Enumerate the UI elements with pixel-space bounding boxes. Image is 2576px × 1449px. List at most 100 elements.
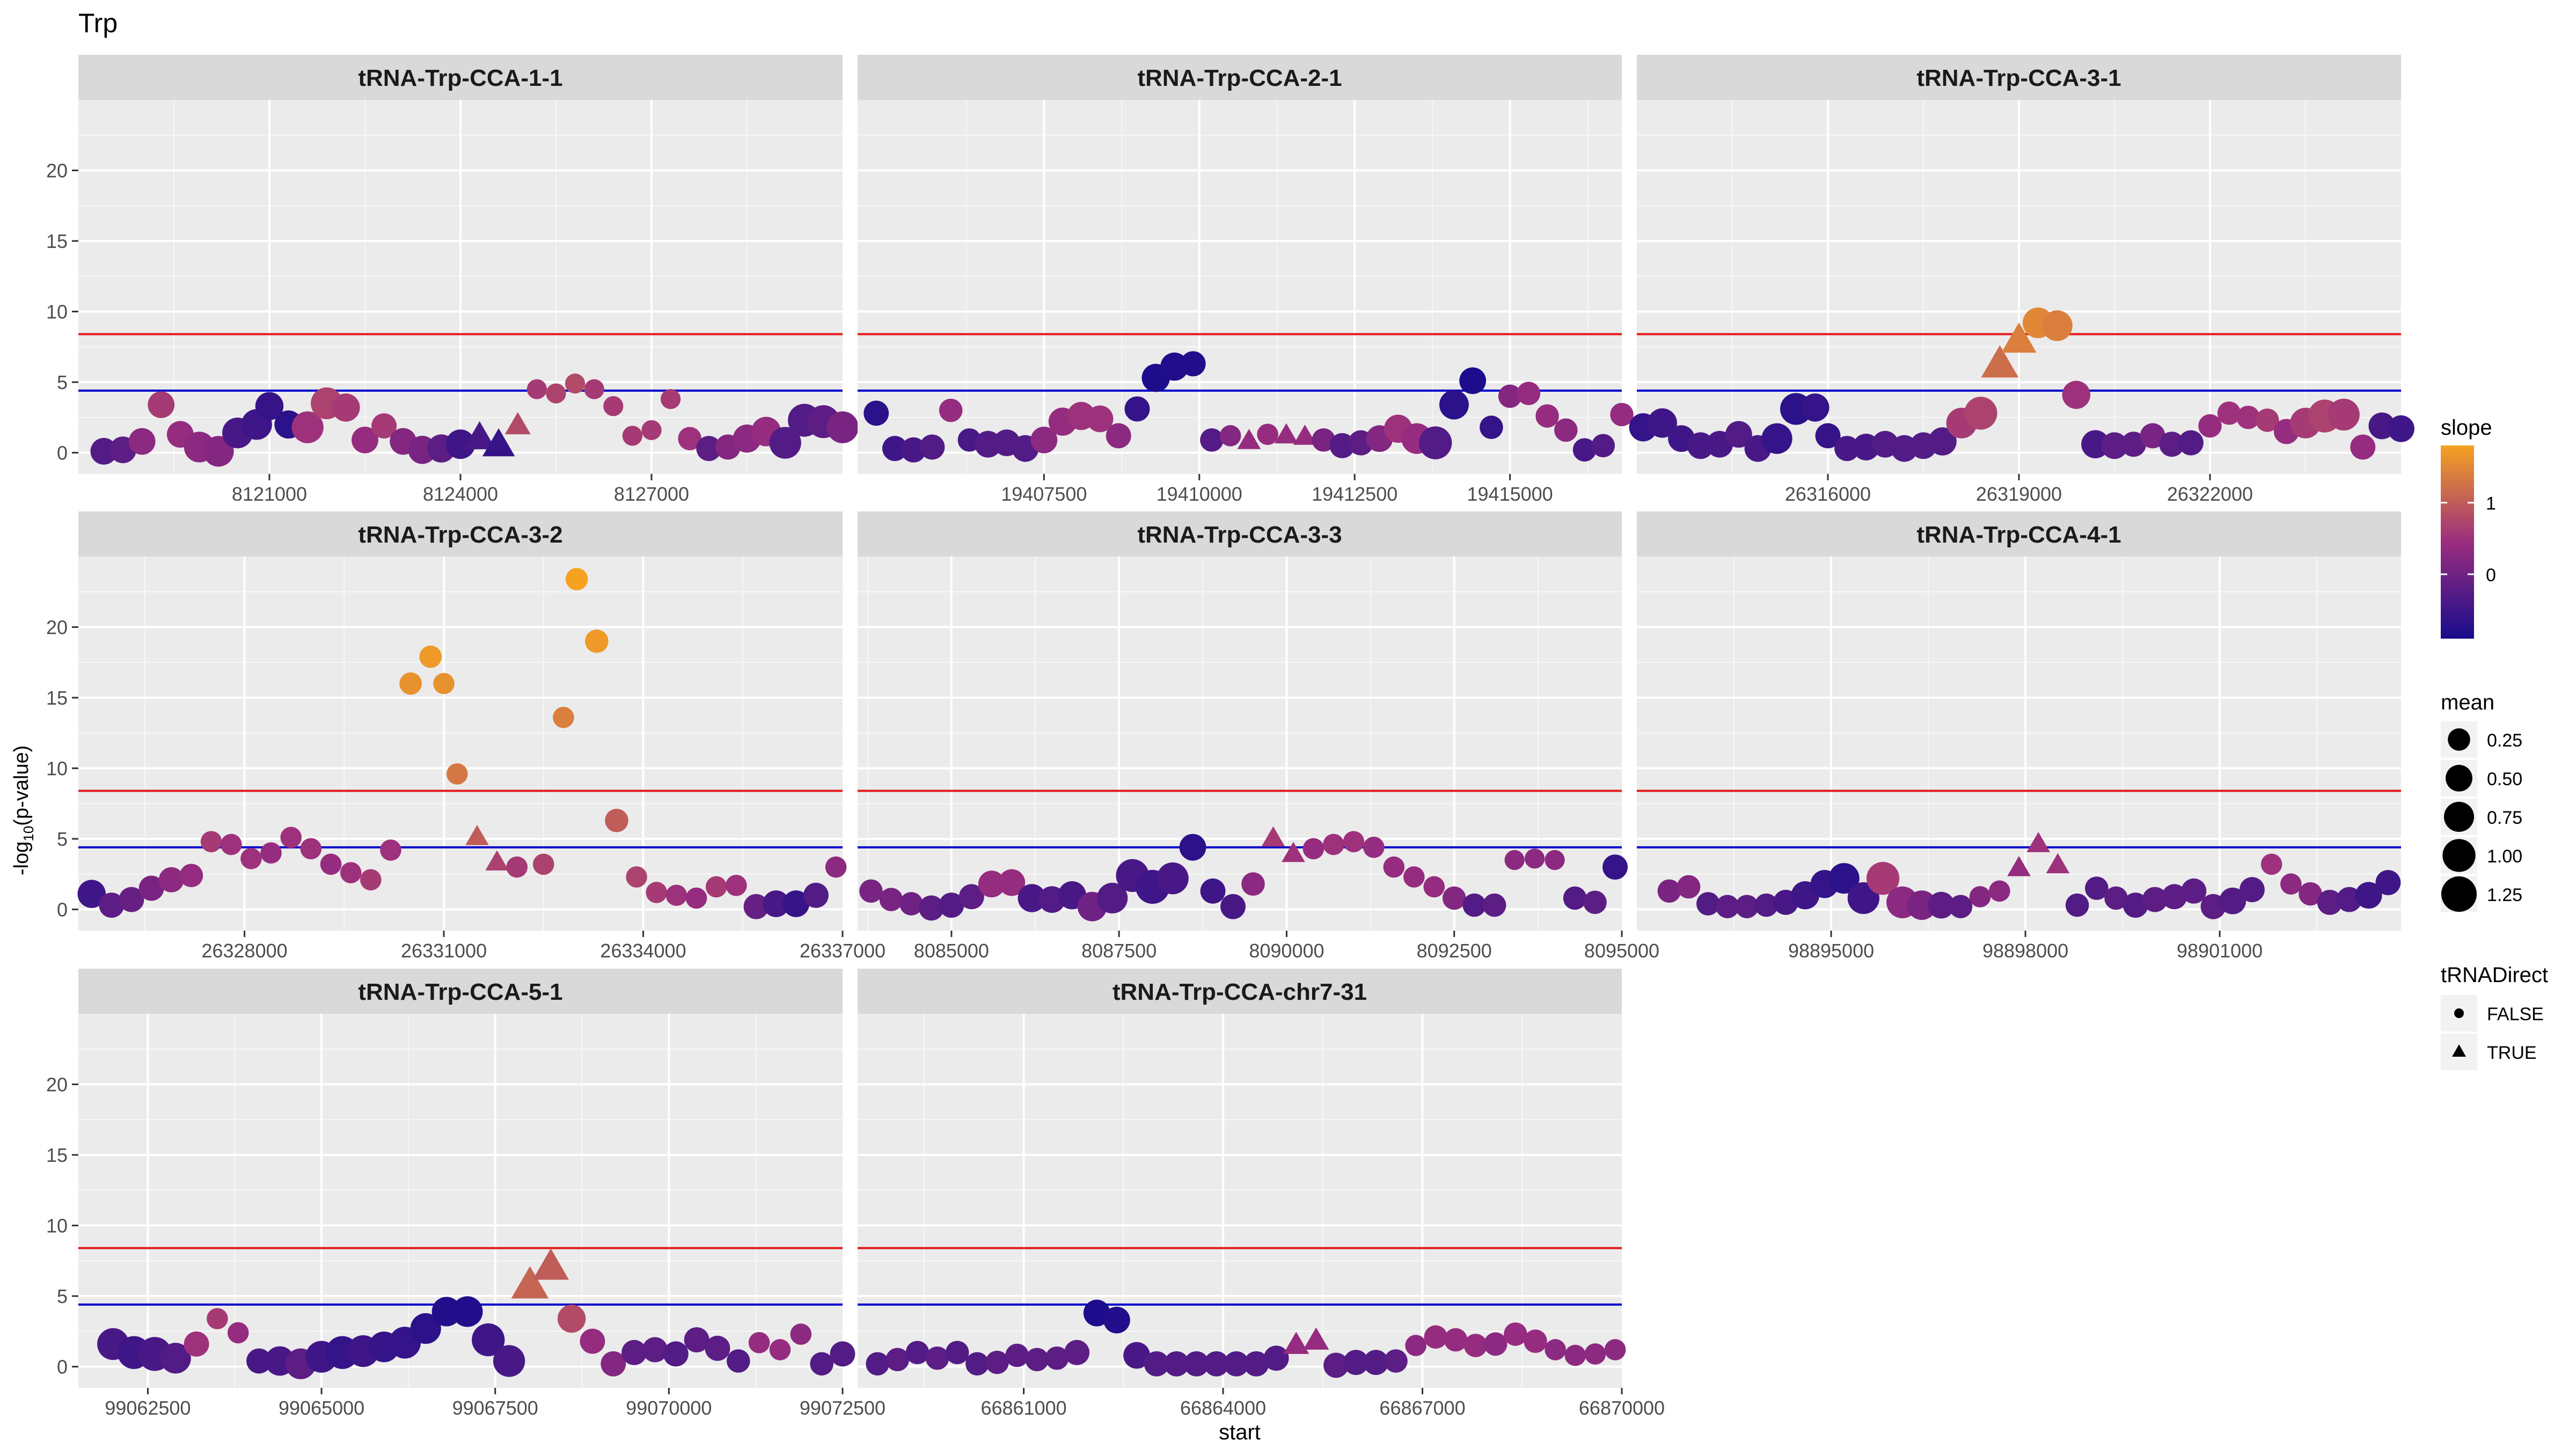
data-point bbox=[340, 862, 362, 883]
data-point bbox=[1045, 1346, 1069, 1370]
x-tick-label: 99072500 bbox=[800, 1397, 885, 1419]
data-point bbox=[203, 436, 234, 467]
data-point bbox=[1545, 1339, 1566, 1360]
y-axis-title: -log10(p-value) bbox=[10, 745, 36, 875]
data-point bbox=[810, 1352, 833, 1376]
data-point bbox=[246, 1348, 272, 1374]
legend-mean-label: 0.25 bbox=[2487, 730, 2522, 751]
x-axis-title: start bbox=[1219, 1421, 1261, 1444]
data-point bbox=[1602, 854, 1628, 880]
data-point bbox=[184, 1331, 209, 1357]
data-point bbox=[1343, 1350, 1369, 1375]
data-point bbox=[1696, 892, 1720, 916]
legend-mean-symbol bbox=[2443, 801, 2475, 832]
data-point-triangle bbox=[1283, 1331, 1309, 1354]
y-tick-label: 5 bbox=[57, 828, 68, 850]
data-point bbox=[1988, 880, 2010, 902]
data-point bbox=[1725, 421, 1752, 448]
x-tick-label: 26337000 bbox=[800, 940, 885, 962]
data-point bbox=[901, 437, 926, 463]
x-tick-label: 26322000 bbox=[2167, 483, 2253, 505]
data-point bbox=[1200, 878, 1226, 904]
y-tick-label: 20 bbox=[46, 160, 68, 182]
data-point-triangle bbox=[1282, 841, 1305, 862]
data-point bbox=[207, 1308, 228, 1329]
data-point bbox=[727, 1349, 750, 1373]
data-point bbox=[1564, 1344, 1586, 1366]
data-point bbox=[945, 1341, 969, 1365]
y-tick-label: 0 bbox=[57, 442, 68, 464]
data-point bbox=[557, 1304, 586, 1333]
data-point bbox=[1584, 1343, 1606, 1365]
data-point bbox=[2299, 882, 2322, 906]
x-tick-label: 8127000 bbox=[614, 483, 689, 505]
y-tick-label: 5 bbox=[57, 371, 68, 393]
y-tick-label: 10 bbox=[46, 758, 68, 780]
data-point bbox=[2121, 431, 2147, 457]
data-point bbox=[585, 630, 609, 653]
data-point bbox=[1163, 1351, 1189, 1377]
x-tick-label: 26316000 bbox=[1785, 483, 1871, 505]
legend-mean-label: 1.25 bbox=[2487, 885, 2522, 905]
data-point bbox=[1423, 876, 1445, 898]
x-tick-label: 8090000 bbox=[1249, 940, 1324, 962]
data-point-triangle bbox=[504, 412, 531, 435]
data-point bbox=[1462, 893, 1486, 917]
data-point-triangle bbox=[2007, 855, 2031, 876]
data-point bbox=[866, 1352, 889, 1376]
data-point bbox=[2239, 877, 2265, 903]
data-point bbox=[433, 672, 455, 694]
data-point bbox=[255, 392, 284, 420]
y-tick-label: 15 bbox=[46, 1144, 68, 1166]
data-point bbox=[1801, 393, 1829, 422]
facet-panel: tRNA-Trp-CCA-1-1 0 5 10 15 20 8121000 8124000 81… bbox=[46, 55, 859, 505]
y-tick-label: 20 bbox=[46, 617, 68, 639]
data-point bbox=[1323, 1352, 1349, 1378]
legend-mean-symbol bbox=[2441, 876, 2477, 912]
data-point bbox=[1444, 1328, 1468, 1352]
data-point-triangle bbox=[1261, 826, 1285, 847]
data-point bbox=[240, 848, 262, 869]
x-tick-label: 26331000 bbox=[401, 940, 487, 962]
x-tick-label: 8092500 bbox=[1417, 940, 1492, 962]
data-point bbox=[684, 1327, 709, 1353]
data-point bbox=[705, 1335, 730, 1361]
data-point bbox=[1735, 895, 1759, 919]
legend-mean-symbol bbox=[2448, 728, 2470, 751]
data-point bbox=[99, 892, 125, 918]
data-point bbox=[493, 1345, 525, 1377]
data-point bbox=[1257, 423, 1278, 445]
data-point bbox=[1224, 1351, 1249, 1377]
data-point bbox=[2140, 423, 2165, 449]
data-point bbox=[371, 413, 397, 439]
data-point bbox=[1124, 396, 1150, 422]
data-point bbox=[1657, 879, 1681, 903]
y-tick-label: 10 bbox=[46, 301, 68, 323]
data-point bbox=[1969, 886, 1991, 908]
plot-area bbox=[858, 1014, 1622, 1388]
data-point bbox=[1949, 895, 1973, 919]
data-point-triangle bbox=[1275, 423, 1298, 444]
data-point-triangle bbox=[2026, 832, 2051, 852]
data-point bbox=[1144, 1351, 1169, 1377]
facet-strip-label: tRNA-Trp-CCA-3-1 bbox=[1916, 65, 2121, 91]
data-point bbox=[90, 438, 118, 465]
data-point bbox=[2217, 401, 2241, 425]
facet-panel: tRNA-Trp-CCA-chr7-31 66861000 66864000 6686… bbox=[858, 969, 1665, 1419]
data-point bbox=[1535, 404, 1559, 428]
data-point bbox=[565, 568, 588, 590]
legend-mean-symbol bbox=[2442, 839, 2476, 872]
data-point bbox=[2101, 432, 2128, 459]
data-point bbox=[830, 1341, 855, 1367]
data-point-triangle bbox=[1981, 345, 2019, 378]
data-point bbox=[1504, 1322, 1527, 1346]
slope-colorbar bbox=[2441, 445, 2474, 639]
data-point bbox=[2123, 892, 2148, 918]
data-point bbox=[1459, 367, 1487, 394]
x-tick-label: 26319000 bbox=[1976, 483, 2062, 505]
data-point bbox=[885, 1348, 910, 1372]
data-point bbox=[1648, 408, 1677, 438]
facet-strip-label: tRNA-Trp-CCA-5-1 bbox=[358, 979, 562, 1005]
data-point bbox=[678, 427, 701, 451]
data-point bbox=[1504, 850, 1525, 870]
